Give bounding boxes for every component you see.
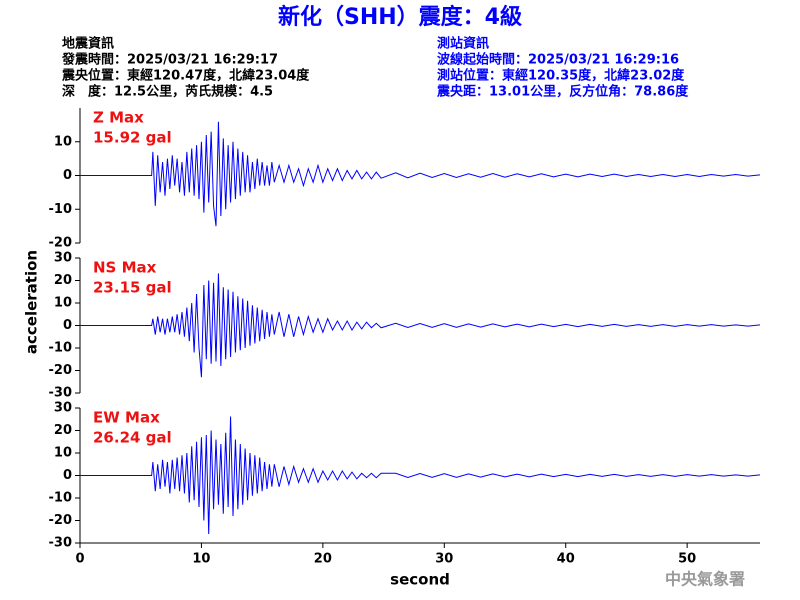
footer: 中央氣象署: [665, 570, 745, 589]
info-left: 深 度：12.5公里，芮氏規模：4.5: [62, 84, 273, 100]
x-axis-label: second: [390, 571, 450, 589]
x-tick-label: 0: [75, 552, 84, 567]
y-tick-label: -10: [49, 341, 73, 356]
x-tick-label: 20: [314, 552, 332, 567]
y-tick-label: 0: [63, 468, 72, 483]
annotation: Z Max: [93, 109, 144, 127]
y-tick-label: -20: [49, 363, 73, 378]
y-tick-label: 0: [63, 318, 72, 333]
info-left: 地震資訊: [62, 36, 114, 52]
y-tick-label: 10: [54, 296, 72, 311]
y-tick-label: 10: [54, 446, 72, 461]
info-right: 波線起始時間：2025/03/21 16:29:16: [437, 52, 679, 68]
annotation: NS Max: [93, 259, 157, 277]
y-tick-label: 20: [54, 273, 72, 288]
y-tick-label: 20: [54, 423, 72, 438]
info-right: 測站資訊: [437, 36, 489, 52]
y-tick-label: 0: [63, 168, 72, 183]
x-tick-label: 30: [435, 552, 453, 567]
info-left: 發震時間：2025/03/21 16:29:17: [61, 52, 278, 68]
y-tick-label: -10: [49, 202, 73, 217]
x-tick-label: 40: [557, 552, 575, 567]
annotation: 15.92 gal: [93, 129, 172, 147]
waveform: [80, 273, 761, 378]
y-tick-label: 30: [54, 251, 72, 266]
x-tick-label: 10: [192, 552, 210, 567]
info-right: 測站位置：東經120.35度，北緯23.02度: [437, 68, 685, 84]
y-tick-label: -30: [49, 386, 73, 401]
waveform: [80, 121, 761, 227]
y-tick-label: -20: [49, 236, 73, 251]
y-tick-label: -20: [49, 513, 73, 528]
annotation: 23.15 gal: [93, 279, 172, 297]
info-left: 震央位置：東經120.47度，北緯23.04度: [61, 68, 310, 84]
annotation: EW Max: [93, 409, 160, 427]
y-axis-label: acceleration: [23, 250, 41, 354]
y-tick-label: -10: [49, 491, 73, 506]
waveform: [80, 416, 761, 535]
y-tick-label: 10: [54, 134, 72, 149]
title: 新化（SHH）震度：4級: [278, 4, 522, 30]
annotation: 26.24 gal: [93, 429, 172, 447]
y-tick-label: -30: [49, 536, 73, 551]
info-right: 震央距：13.01公里，反方位角：78.86度: [436, 84, 689, 100]
x-tick-label: 50: [678, 552, 696, 567]
y-tick-label: 30: [54, 401, 72, 416]
